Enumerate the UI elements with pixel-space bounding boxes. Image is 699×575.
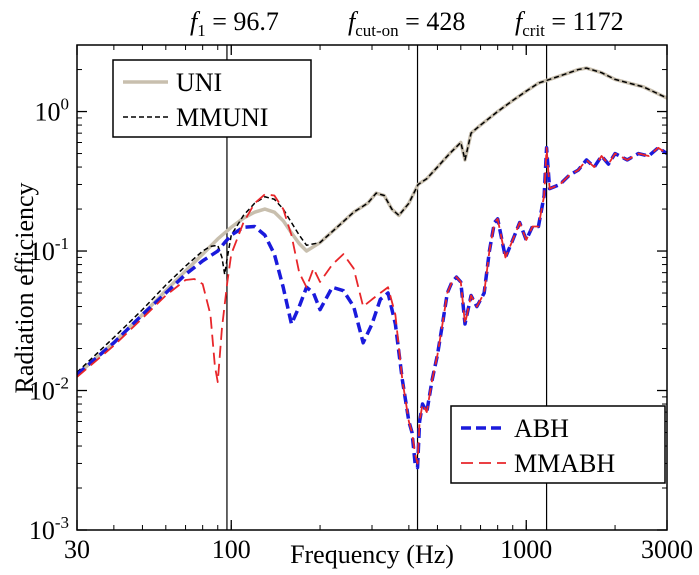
legend-label-uni: UNI bbox=[176, 68, 222, 97]
legend-bottom-right-box bbox=[450, 405, 666, 484]
annotation-cut-on: fcut-on = 428 bbox=[348, 7, 465, 40]
frequency-annotations: f1 = 96.7 fcut-on = 428 fcrit = 1172 bbox=[190, 7, 624, 40]
legend-bottom-right: ABH MMABH bbox=[450, 405, 666, 484]
series-line-mmuni bbox=[77, 67, 667, 373]
series-layer bbox=[77, 66, 667, 470]
y-tick-label-0: 10-3 bbox=[29, 513, 69, 545]
x-tick-label-3: 3000 bbox=[641, 535, 693, 564]
axes-layer: 30 100 1000 3000 10-3 10-2 10-1 100 bbox=[29, 45, 693, 564]
y-tick-label-2: 10-1 bbox=[29, 234, 69, 266]
legend-label-mmuni: MMUNI bbox=[176, 103, 268, 132]
annotation-crit: fcrit = 1172 bbox=[515, 7, 624, 40]
y-axis-title: Radiation efficiency bbox=[10, 182, 39, 393]
legend-label-mmabh: MMABH bbox=[514, 449, 615, 478]
x-tick-label-0: 30 bbox=[64, 535, 90, 564]
legend-top-left: UNI MMUNI bbox=[112, 59, 312, 138]
annotation-1: f1 = 96.7 bbox=[190, 7, 279, 40]
x-tick-label-1: 100 bbox=[212, 535, 251, 564]
legend-top-left-box bbox=[112, 59, 312, 138]
x-tick-label-2: 1000 bbox=[500, 535, 552, 564]
legend-label-abh: ABH bbox=[514, 414, 569, 443]
x-axis-title: Frequency (Hz) bbox=[290, 540, 454, 569]
y-tick-label-3: 100 bbox=[35, 95, 70, 127]
series-line-mmabh bbox=[77, 146, 667, 465]
y-tick-label-1: 10-2 bbox=[29, 374, 69, 406]
